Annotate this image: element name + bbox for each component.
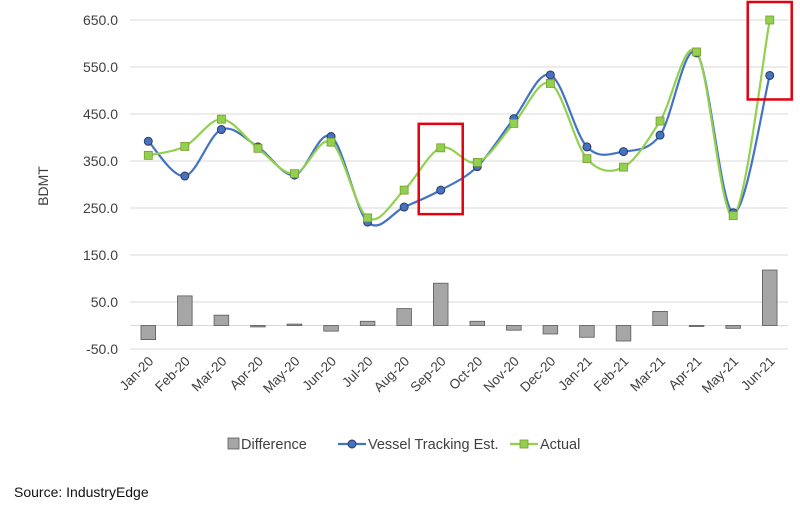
y-tick-label: 450.0 bbox=[83, 106, 118, 122]
y-tick-label: 350.0 bbox=[83, 153, 118, 169]
actual-point bbox=[692, 47, 702, 57]
legend-label-vessel-tracking-est: Vessel Tracking Est. bbox=[368, 437, 499, 453]
actual-point bbox=[216, 114, 226, 124]
x-tick-label: Feb-20 bbox=[152, 354, 193, 395]
x-tick-label: May-20 bbox=[260, 354, 302, 396]
x-tick-label: Jun-20 bbox=[299, 354, 339, 394]
x-tick-label: Nov-20 bbox=[481, 354, 522, 395]
actual-line bbox=[148, 19, 771, 221]
legend-label-actual: Actual bbox=[540, 437, 580, 453]
highlight-boxes bbox=[417, 0, 793, 216]
y-tick-label: 650.0 bbox=[83, 12, 118, 28]
legend-marker-vessel-tracking-est bbox=[347, 439, 357, 449]
difference-bar bbox=[359, 320, 376, 326]
difference-bar bbox=[323, 325, 339, 332]
difference-bar bbox=[542, 325, 559, 335]
x-tick-label: May-21 bbox=[699, 354, 741, 396]
x-tick-label: Sep-20 bbox=[407, 354, 448, 395]
x-tick-label: Jun-21 bbox=[738, 354, 778, 394]
actual-point bbox=[545, 79, 555, 88]
actual-point bbox=[290, 169, 299, 179]
vessel-tracking-est-point bbox=[655, 130, 665, 140]
actual-point bbox=[765, 15, 775, 25]
vessel-tracking-est-point bbox=[582, 142, 592, 152]
difference-bars bbox=[140, 269, 778, 342]
y-axis-title: BDMT bbox=[35, 166, 51, 206]
difference-bar bbox=[140, 325, 156, 341]
x-tick-label: Jan-20 bbox=[117, 354, 157, 394]
actual-point bbox=[728, 211, 738, 220]
difference-bar bbox=[469, 320, 485, 326]
vessel-tracking-est-point bbox=[180, 171, 190, 181]
difference-bar bbox=[652, 310, 668, 326]
x-tick-label: Jan-21 bbox=[555, 354, 595, 394]
x-tick-label: Dec-20 bbox=[517, 354, 558, 395]
actual-point bbox=[582, 154, 592, 164]
difference-bar bbox=[433, 282, 449, 326]
legend-label-difference: Difference bbox=[241, 437, 307, 453]
actual-point bbox=[472, 158, 482, 167]
gridlines bbox=[130, 19, 788, 350]
difference-bar bbox=[688, 325, 705, 327]
y-tick-labels: 650.0 550.0 450.0 350.0 250.0 150.0 50.0 -50.0 bbox=[83, 12, 118, 357]
x-tick-label: Mar-20 bbox=[189, 354, 230, 395]
vessel-tracking-est-point bbox=[399, 202, 409, 212]
y-tick-label: -50.0 bbox=[86, 341, 118, 357]
legend-swatch-difference bbox=[227, 437, 240, 450]
difference-bar bbox=[396, 308, 412, 326]
highlight-box bbox=[746, 0, 793, 101]
y-tick-label: 250.0 bbox=[83, 200, 118, 216]
x-tick-label: Oct-20 bbox=[446, 354, 485, 393]
actual-point bbox=[655, 116, 665, 126]
difference-bar bbox=[286, 323, 303, 326]
vessel-tracking-est-point bbox=[545, 70, 555, 80]
y-tick-label: 150.0 bbox=[83, 247, 118, 263]
actual-point bbox=[399, 185, 409, 195]
actual-point bbox=[253, 143, 263, 153]
source-note: Source: IndustryEdge bbox=[14, 484, 149, 500]
actual-point bbox=[326, 137, 336, 147]
difference-bar bbox=[177, 295, 193, 326]
difference-bar bbox=[250, 325, 266, 328]
vessel-tracking-est-point bbox=[143, 136, 153, 146]
legend-marker-actual bbox=[519, 439, 529, 449]
vessel-tracking-est-point bbox=[619, 147, 628, 157]
difference-bar bbox=[213, 314, 230, 326]
difference-bar bbox=[762, 269, 778, 326]
actual-point bbox=[619, 162, 628, 172]
actual-point bbox=[143, 150, 153, 160]
difference-bar bbox=[579, 325, 595, 338]
difference-bar bbox=[506, 325, 522, 331]
x-tick-label: Aug-20 bbox=[371, 354, 412, 395]
highlight-box bbox=[417, 122, 464, 216]
chart: 650.0550.0450.0350.0250.0150.050.0-50.0 … bbox=[35, 0, 793, 453]
difference-bar bbox=[725, 325, 741, 329]
x-tick-label: Mar-21 bbox=[627, 354, 668, 395]
vessel-tracking-est-point bbox=[436, 185, 446, 195]
actual-point bbox=[509, 119, 519, 128]
actual-point bbox=[363, 213, 373, 223]
x-tick-label: Apr-21 bbox=[665, 354, 704, 393]
legend: Difference Vessel Tracking Est. Actual bbox=[227, 437, 580, 453]
vessel-tracking-est-point bbox=[216, 125, 226, 135]
vessel-tracking-est-point bbox=[765, 70, 775, 80]
y-tick-label: 50.0 bbox=[91, 294, 118, 310]
difference-bar bbox=[615, 325, 632, 342]
series-markers bbox=[143, 15, 775, 227]
x-tick-label: Feb-21 bbox=[591, 354, 632, 395]
y-tick-label: 550.0 bbox=[83, 59, 118, 75]
x-tick-label: Apr-20 bbox=[227, 354, 266, 393]
actual-point bbox=[180, 142, 190, 151]
actual-point bbox=[436, 143, 446, 153]
